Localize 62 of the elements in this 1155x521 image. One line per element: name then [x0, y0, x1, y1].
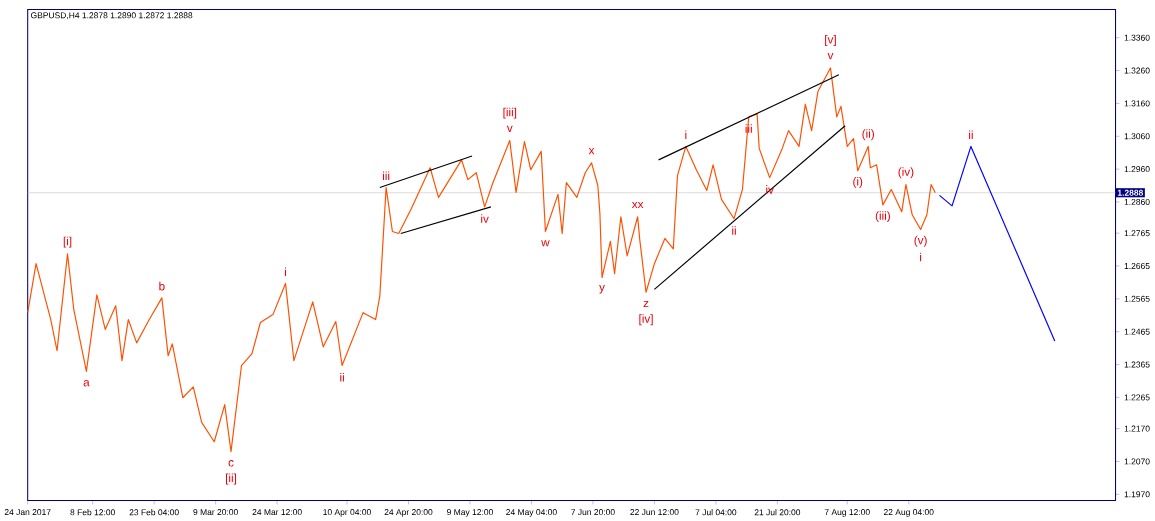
x-tick-label: 24 May 04:00: [506, 509, 557, 517]
ref-line-label: 1.2888: [1117, 189, 1144, 196]
x-tick-label: 22 Aug 04:00: [883, 509, 934, 517]
y-tick-label: 1.2365: [1124, 361, 1150, 368]
annotation: iii: [382, 171, 390, 180]
annotation: y: [599, 284, 605, 294]
annotation: i: [920, 252, 922, 262]
y-tick-label: 1.2665: [1124, 262, 1150, 269]
annotation: iv: [481, 214, 489, 223]
annotation: ii: [732, 226, 736, 235]
annotation: (ii): [862, 129, 874, 141]
annotation: [iii]: [503, 107, 517, 119]
y-tick-label: 1.3160: [1124, 100, 1150, 107]
chart-title: GBPUSD,H4 1.2878 1.2890 1.2872 1.2888: [30, 12, 193, 20]
annotation: (v): [914, 235, 927, 247]
annotation: [ii]: [225, 473, 237, 485]
x-tick-label: 8 Feb 12:00: [70, 509, 115, 516]
annotation: z: [643, 300, 649, 308]
line-series: [938, 145, 1056, 342]
annotation: a: [83, 379, 90, 387]
annotation: v: [827, 53, 834, 60]
annotation: w: [541, 240, 550, 247]
y-tick-label: 1.2170: [1124, 425, 1150, 432]
y-tick-label: 1.1970: [1124, 491, 1150, 498]
annotation: [v]: [825, 35, 836, 46]
y-tick-label: 1.2860: [1124, 198, 1150, 205]
x-tick-label: 24 Mar 12:00: [252, 509, 302, 516]
x-tick-label: 7 Jul 04:00: [695, 509, 737, 516]
line-series: [27, 67, 936, 453]
annotation: xx: [631, 201, 644, 209]
x-tick-label: 10 Apr 04:00: [323, 509, 371, 517]
annotation: c: [228, 460, 234, 467]
x-tick-label: 9 Mar 20:00: [193, 509, 238, 516]
annotation: [iv]: [639, 314, 653, 326]
y-tick-label: 1.3260: [1124, 67, 1150, 74]
x-tick-label: 9 May 12:00: [447, 509, 493, 517]
annotation: ii: [340, 372, 344, 382]
annotation: v: [506, 125, 513, 132]
y-tick-label: 1.2565: [1124, 295, 1150, 302]
y-tick-label: 1.2265: [1124, 394, 1150, 401]
y-tick-label: 1.2960: [1124, 166, 1150, 173]
x-tick-label: 24 Jan 2017: [4, 509, 51, 516]
x-tick-label: 23 Feb 04:00: [129, 509, 179, 516]
annotation: x: [588, 147, 595, 155]
x-tick-label: 24 Apr 20:00: [384, 509, 433, 517]
y-tick-label: 1.3360: [1124, 34, 1150, 41]
y-tick-label: 1.2765: [1124, 230, 1150, 237]
annotation: i: [284, 267, 287, 276]
x-tick-label: 21 Jul 20:00: [754, 509, 801, 516]
y-tick-label: 1.2465: [1124, 328, 1150, 335]
annotation: [i]: [63, 236, 72, 248]
annotation: (iii): [875, 211, 890, 223]
annotation: (i): [853, 176, 863, 188]
annotation: i: [685, 130, 687, 139]
annotation: ii: [969, 130, 973, 139]
x-tick-label: 7 Jun 20:00: [571, 509, 615, 516]
annotation: (iv): [898, 167, 914, 179]
y-tick-label: 1.2070: [1124, 458, 1150, 465]
x-tick-label: 22 Jun 12:00: [630, 509, 679, 516]
y-tick-label: 1.3060: [1124, 133, 1150, 140]
annotation: b: [159, 281, 165, 291]
x-tick-label: 7 Aug 12:00: [824, 509, 870, 517]
